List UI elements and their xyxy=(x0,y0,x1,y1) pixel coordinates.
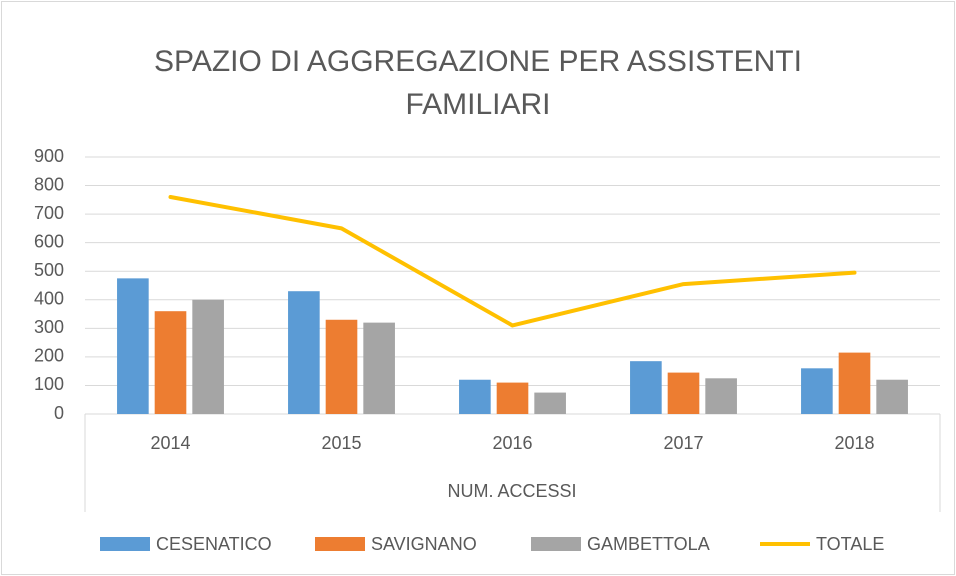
x-tick-label: 2018 xyxy=(834,433,874,453)
bar xyxy=(288,291,320,414)
bar xyxy=(667,372,700,414)
bar xyxy=(705,378,737,414)
bar xyxy=(192,299,224,414)
y-tick-label: 600 xyxy=(34,231,64,251)
bar xyxy=(325,319,358,414)
x-axis-label: NUM. ACCESSI xyxy=(447,481,576,501)
bar xyxy=(496,382,529,414)
y-tick-label: 500 xyxy=(34,260,64,280)
y-tick-label: 200 xyxy=(34,346,64,366)
legend-swatch xyxy=(100,537,150,551)
y-tick-label: 700 xyxy=(34,203,64,223)
bar xyxy=(154,311,187,414)
bar xyxy=(534,392,566,414)
x-tick-label: 2015 xyxy=(321,433,361,453)
bar xyxy=(876,379,908,414)
y-tick-label: 100 xyxy=(34,374,64,394)
y-tick-label: 400 xyxy=(34,289,64,309)
x-tick-label: 2016 xyxy=(492,433,532,453)
legend-label: TOTALE xyxy=(816,534,884,554)
bar xyxy=(801,368,833,414)
chart-title: SPAZIO DI AGGREGAZIONE PER ASSISTENTI FA… xyxy=(154,45,802,121)
legend-swatch xyxy=(531,537,581,551)
legend-label: SAVIGNANO xyxy=(371,534,477,554)
legend-swatch xyxy=(315,537,365,551)
legend-label: GAMBETTOLA xyxy=(587,534,710,554)
x-tick-label: 2014 xyxy=(150,433,190,453)
x-tick-label: 2017 xyxy=(663,433,703,453)
legend-label: CESENATICO xyxy=(156,534,272,554)
bar xyxy=(838,352,871,414)
y-tick-label: 900 xyxy=(34,146,64,166)
bar xyxy=(459,379,491,414)
y-tick-label: 0 xyxy=(54,403,64,423)
y-tick-label: 800 xyxy=(34,174,64,194)
y-tick-label: 300 xyxy=(34,317,64,337)
bar xyxy=(363,322,395,414)
bar xyxy=(630,361,662,414)
bar xyxy=(117,278,149,414)
line xyxy=(168,194,857,328)
